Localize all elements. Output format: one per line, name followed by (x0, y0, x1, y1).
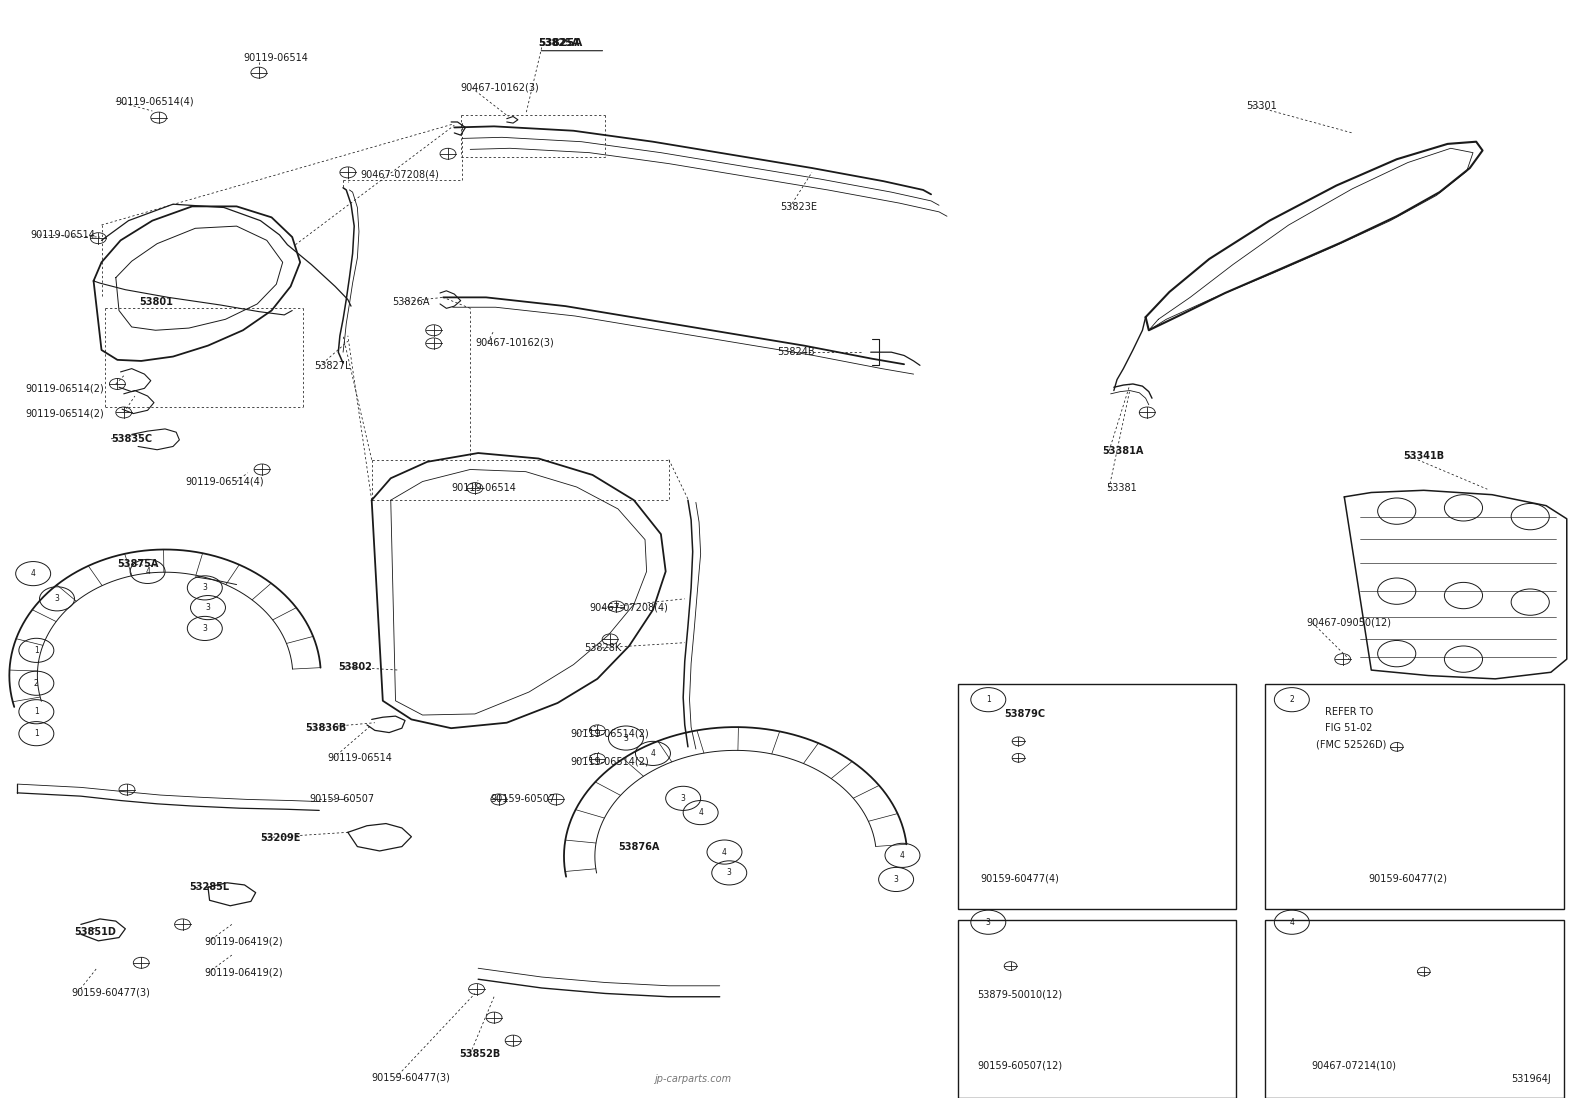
Text: 3: 3 (985, 918, 990, 926)
Text: 53852B: 53852B (458, 1048, 500, 1058)
Text: 90119-06514(4): 90119-06514(4) (186, 477, 264, 487)
Text: 531964J: 531964J (1511, 1075, 1551, 1085)
Text: 53826A: 53826A (392, 297, 430, 307)
Text: 90467-07214(10): 90467-07214(10) (1310, 1061, 1396, 1070)
Text: 90119-06514: 90119-06514 (244, 54, 307, 64)
Text: 3: 3 (893, 875, 898, 884)
Text: 53825A: 53825A (538, 38, 583, 48)
Text: 3: 3 (54, 595, 59, 603)
Text: 53875A: 53875A (118, 558, 159, 569)
Text: 4: 4 (145, 567, 150, 576)
Text: 90119-06514(2): 90119-06514(2) (570, 729, 650, 739)
Text: 90159-60477(3): 90159-60477(3) (371, 1073, 451, 1083)
Text: 90119-06514(2): 90119-06514(2) (25, 409, 103, 419)
Text: 90119-06514: 90119-06514 (451, 484, 516, 493)
Text: 53851D: 53851D (75, 928, 116, 937)
Text: 1: 1 (33, 708, 38, 717)
Text: 90159-60477(2): 90159-60477(2) (1368, 874, 1447, 884)
Text: 90467-10162(3): 90467-10162(3) (474, 337, 554, 347)
Text: 53341B: 53341B (1403, 452, 1444, 462)
Text: 1: 1 (33, 729, 38, 739)
Text: 53209E: 53209E (261, 833, 301, 843)
Text: 90119-06419(2): 90119-06419(2) (205, 967, 283, 978)
Text: 90159-60507: 90159-60507 (490, 795, 556, 804)
Text: 4: 4 (899, 851, 904, 859)
Text: 90159-60507: 90159-60507 (310, 795, 374, 804)
Text: 90119-06514(2): 90119-06514(2) (25, 384, 103, 393)
Text: 90467-09050(12): 90467-09050(12) (1305, 618, 1391, 628)
FancyBboxPatch shape (1264, 685, 1563, 909)
Text: 53836B: 53836B (306, 723, 345, 733)
Text: 3: 3 (681, 793, 686, 803)
Text: 53802: 53802 (339, 662, 373, 671)
Text: 90467-10162(3): 90467-10162(3) (460, 84, 540, 93)
Text: 2: 2 (33, 679, 38, 688)
Text: 3: 3 (202, 584, 207, 592)
Text: 3: 3 (728, 868, 732, 877)
Text: jp-carparts.com: jp-carparts.com (654, 1075, 731, 1085)
Text: 53381: 53381 (1106, 484, 1137, 493)
Text: 90159-60477(4): 90159-60477(4) (981, 874, 1059, 884)
Text: 90119-06514: 90119-06514 (30, 230, 96, 240)
Text: 3: 3 (624, 733, 629, 743)
Text: 1: 1 (985, 696, 990, 704)
Text: 90119-06514: 90119-06514 (328, 753, 392, 763)
Text: 90467-07208(4): 90467-07208(4) (589, 602, 669, 612)
Text: 90467-07208(4): 90467-07208(4) (360, 169, 439, 179)
Text: 90119-06514(2): 90119-06514(2) (570, 756, 650, 766)
Text: 2: 2 (1290, 696, 1294, 704)
Text: 90119-06419(2): 90119-06419(2) (205, 937, 283, 947)
Text: 53381A: 53381A (1103, 446, 1145, 456)
Text: 3: 3 (202, 624, 207, 633)
Text: 4: 4 (699, 808, 704, 817)
Text: (FMC 52526D): (FMC 52526D) (1315, 740, 1387, 750)
Text: 1: 1 (33, 646, 38, 655)
Text: 53828K: 53828K (584, 643, 622, 653)
Text: 4: 4 (30, 569, 35, 578)
FancyBboxPatch shape (1264, 920, 1563, 1098)
Text: 53827L: 53827L (315, 362, 350, 371)
Text: 53835C: 53835C (111, 434, 153, 444)
Text: 53879-50010(12): 53879-50010(12) (977, 989, 1062, 1000)
Text: 4: 4 (651, 748, 656, 758)
Text: 53879C: 53879C (1005, 709, 1046, 719)
Text: 90159-60507(12): 90159-60507(12) (977, 1061, 1062, 1070)
Text: FIG 51-02: FIG 51-02 (1325, 723, 1372, 733)
Text: 90159-60477(3): 90159-60477(3) (72, 987, 150, 998)
Text: 53876A: 53876A (618, 842, 659, 852)
Text: 4: 4 (1290, 918, 1294, 926)
Text: 53801: 53801 (140, 297, 174, 307)
Text: 53825A: 53825A (538, 38, 579, 48)
Text: 53301: 53301 (1247, 100, 1277, 111)
Text: 53285L: 53285L (189, 882, 229, 892)
Text: 4: 4 (723, 847, 728, 856)
Text: 53823E: 53823E (780, 202, 817, 212)
FancyBboxPatch shape (958, 685, 1237, 909)
Text: 53824B: 53824B (777, 347, 815, 357)
Text: 3: 3 (205, 603, 210, 612)
Text: 90119-06514(4): 90119-06514(4) (116, 96, 194, 107)
Text: REFER TO: REFER TO (1325, 707, 1374, 717)
FancyBboxPatch shape (958, 920, 1237, 1098)
